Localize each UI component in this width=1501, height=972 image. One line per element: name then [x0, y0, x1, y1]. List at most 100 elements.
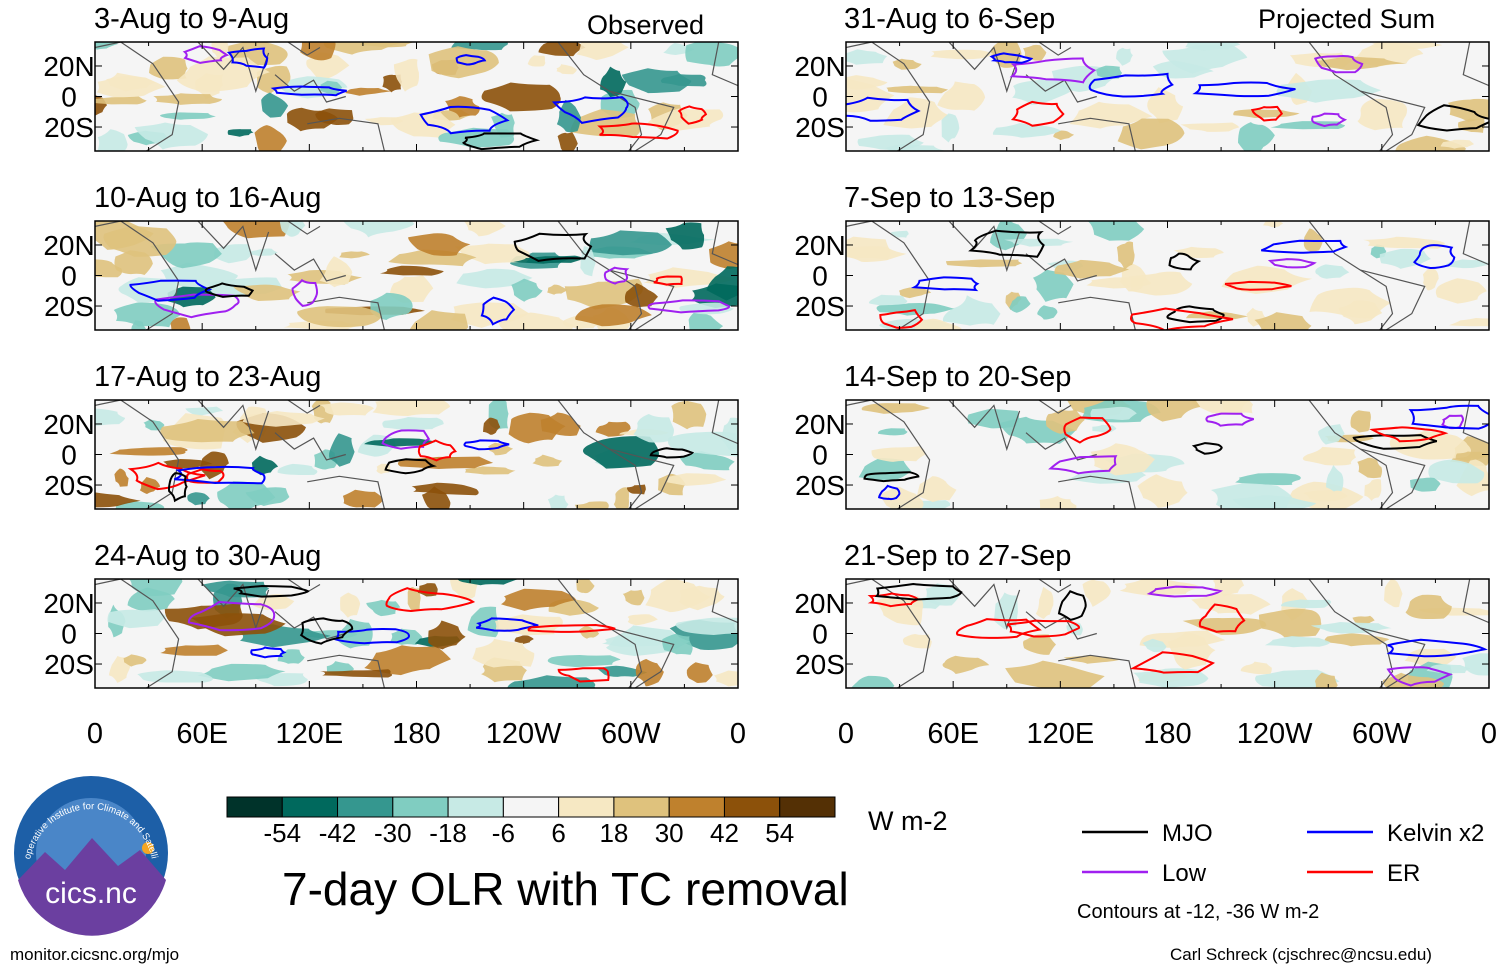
legend-label: MJO — [1162, 820, 1213, 847]
wave-contour — [1260, 239, 1349, 254]
y-tick-label: 20S — [795, 112, 845, 143]
coastline — [307, 654, 385, 688]
panel-title: 10-Aug to 16-Aug — [94, 182, 322, 214]
anomaly-shading — [624, 283, 658, 308]
colorbar-swatch — [392, 796, 449, 818]
anomaly-shading — [556, 64, 577, 75]
x-tick-label: 120E — [275, 718, 343, 750]
wave-contour — [167, 472, 188, 503]
anomaly-shading — [1191, 400, 1250, 414]
anomaly-shading — [1389, 431, 1471, 460]
anomaly-shading — [300, 42, 336, 61]
anomaly-shading — [941, 113, 960, 143]
wave-contour — [1313, 55, 1364, 74]
anomaly-shading — [633, 414, 674, 443]
anomaly-shading — [1364, 478, 1382, 501]
anomaly-shading — [1363, 236, 1445, 249]
anomaly-shading — [360, 42, 414, 48]
anomaly-shading — [679, 451, 735, 471]
anomaly-shading — [187, 492, 210, 506]
anomaly-shading — [547, 284, 568, 295]
coastline — [1058, 654, 1136, 688]
anomaly-shading — [1116, 47, 1133, 66]
anomaly-shading — [564, 278, 644, 310]
anomaly-shading — [393, 58, 420, 92]
wave-contour — [1048, 455, 1118, 475]
x-tick-label: 60W — [601, 718, 661, 750]
anomaly-shading — [902, 634, 932, 649]
anomaly-shading — [1276, 79, 1382, 103]
y-tick-label: 0 — [812, 440, 828, 471]
anomaly-shading — [222, 221, 290, 239]
wave-contour — [462, 132, 541, 151]
coastline — [95, 579, 180, 688]
anomaly-shading — [454, 243, 530, 265]
anomaly-shading — [925, 583, 960, 606]
wave-contour — [513, 232, 593, 262]
legend-label: Kelvin x2 — [1387, 820, 1484, 847]
wave-contour — [1010, 100, 1065, 127]
anomaly-shading — [527, 55, 546, 67]
anomaly-shading — [137, 670, 213, 683]
wave-contour — [226, 47, 269, 69]
anomaly-shading — [95, 492, 141, 508]
wave-contour — [385, 587, 476, 613]
anomaly-shading — [578, 625, 600, 639]
anomaly-shading — [103, 226, 177, 257]
colorbar-swatch — [723, 796, 781, 818]
anomaly-shading — [898, 287, 932, 299]
anomaly-shading — [1053, 130, 1075, 141]
y-tick-label: 20N — [43, 51, 94, 82]
wave-contour — [874, 582, 963, 601]
anomaly-shading — [1180, 122, 1240, 132]
colorbar-swatch — [226, 796, 283, 818]
anomaly-shading — [538, 42, 586, 57]
anomaly-shading — [1264, 636, 1331, 648]
anomaly-shading — [1009, 296, 1031, 313]
coastline — [307, 475, 385, 509]
anomaly-shading — [245, 487, 290, 506]
anomaly-shading — [1090, 443, 1155, 476]
anomaly-shading — [861, 403, 931, 414]
coastline — [287, 400, 321, 414]
anomaly-shading — [95, 96, 147, 105]
anomaly-shading — [501, 588, 577, 611]
coastline — [95, 42, 180, 151]
wave-contour — [649, 447, 695, 459]
anomaly-shading — [686, 662, 713, 683]
anomaly-shading — [197, 663, 286, 682]
anomaly-shading — [1318, 424, 1345, 445]
colorbar-tick-label: 18 — [599, 818, 628, 848]
anomaly-shading — [95, 259, 123, 278]
anomaly-shading — [557, 132, 578, 151]
wave-contour — [233, 584, 310, 598]
anomaly-shading — [463, 221, 506, 237]
anomaly-shading — [846, 246, 907, 262]
anomaly-shading — [428, 620, 466, 650]
wave-contour — [1408, 404, 1489, 430]
wave-contour — [1205, 412, 1255, 427]
coastline — [274, 253, 346, 282]
coastline — [1360, 627, 1426, 688]
anomaly-shading — [1182, 617, 1267, 635]
anomaly-shading — [457, 579, 519, 586]
anomaly-shading — [1462, 653, 1489, 676]
contour-note: Contours at -12, -36 W m-2 — [1077, 901, 1320, 923]
coastline — [1360, 90, 1426, 151]
wave-contour — [597, 122, 679, 140]
y-tick-label: 20N — [794, 588, 845, 619]
anomaly-shading — [160, 112, 216, 120]
anomaly-shading — [163, 459, 213, 469]
anomaly-shading — [107, 609, 166, 629]
anomaly-shading — [1133, 668, 1209, 688]
wave-contour — [1166, 305, 1225, 324]
anomaly-shading — [1147, 87, 1184, 124]
anomaly-shading — [340, 592, 361, 618]
anomaly-shading — [846, 49, 888, 65]
coastline — [711, 579, 738, 624]
coastline — [948, 221, 1021, 273]
anomaly-shading — [251, 455, 279, 476]
coastline — [1308, 221, 1394, 330]
anomaly-shading — [532, 454, 563, 467]
